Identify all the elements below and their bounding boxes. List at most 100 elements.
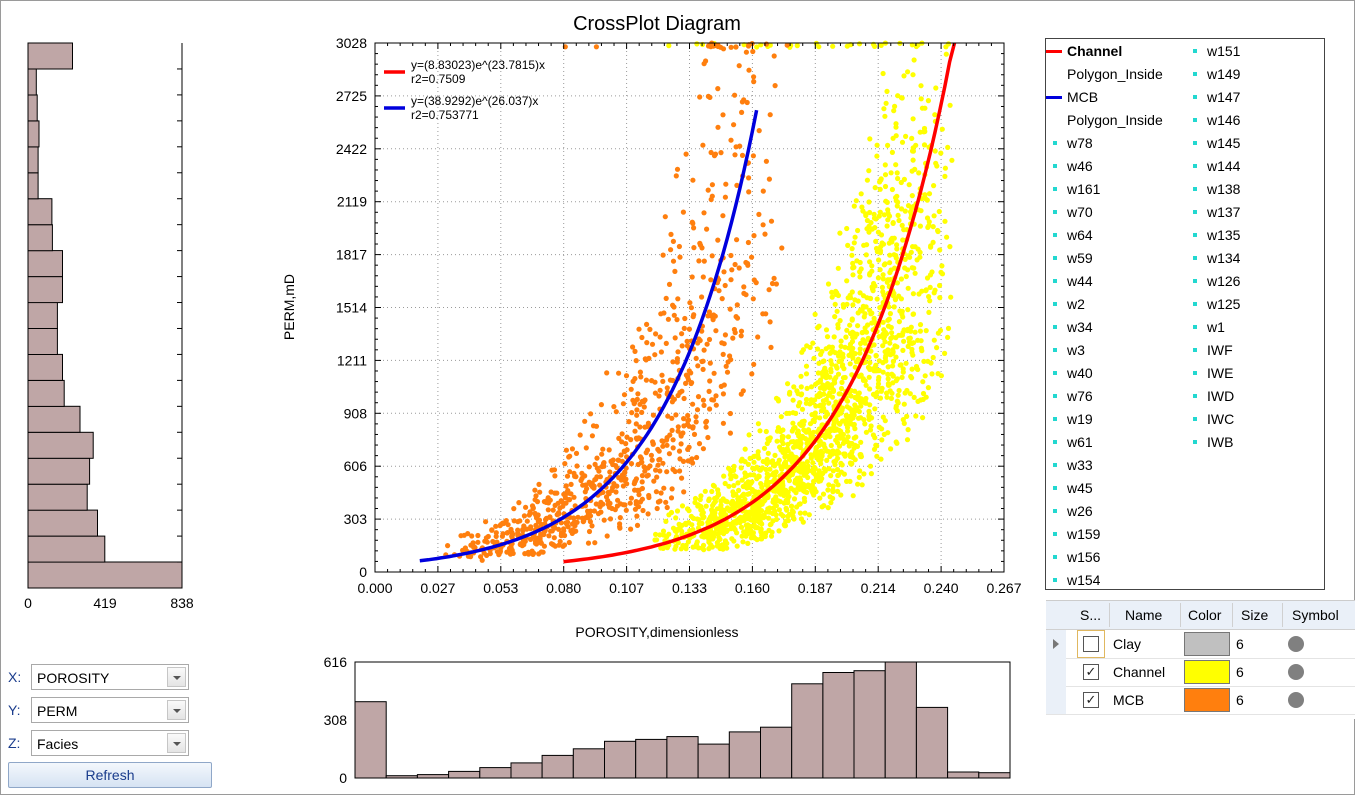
scatter-point-mcb: [627, 500, 633, 506]
facies-size[interactable]: 6: [1236, 692, 1244, 708]
scatter-point-channel: [872, 225, 878, 231]
legend-item-label: w78: [1067, 135, 1093, 151]
scatter-point-mcb: [746, 175, 752, 181]
scatter-point-channel: [742, 446, 748, 452]
scatter-point-channel: [815, 346, 821, 352]
scatter-point-channel: [896, 332, 902, 338]
scatter-point-mcb: [592, 477, 598, 483]
scatter-point-channel: [835, 488, 841, 494]
scatter-point-mcb: [633, 358, 639, 364]
scatter-point-channel: [863, 382, 869, 388]
facies-color-swatch[interactable]: [1184, 688, 1230, 712]
scatter-point-mcb: [760, 188, 766, 194]
table-row[interactable]: ✓ MCB 6: [1046, 686, 1355, 715]
scatter-point-mcb: [505, 530, 511, 536]
scatter-point-mcb: [660, 252, 666, 258]
scatter-point-mcb: [508, 526, 514, 532]
scatter-point-mcb: [589, 523, 595, 529]
scatter-point-channel: [776, 457, 782, 463]
scatter-point-channel: [811, 355, 817, 361]
scatter-point-mcb: [685, 412, 691, 419]
scatter-point-channel: [831, 334, 837, 340]
scatter-point-channel: [672, 546, 678, 552]
scatter-point-mcb: [712, 313, 718, 319]
chevron-down-icon[interactable]: [167, 667, 186, 687]
facies-color-swatch[interactable]: [1184, 632, 1230, 656]
scatter-point-channel: [657, 532, 663, 538]
scatter-point-channel: [838, 460, 844, 466]
col-header-name[interactable]: Name: [1125, 607, 1163, 623]
circle-symbol-icon[interactable]: [1288, 664, 1304, 680]
scatter-point-channel: [888, 335, 894, 341]
scatter-point-mcb: [598, 509, 604, 515]
porosity-hist-bar: [448, 770, 481, 779]
legend-item-label: IWF: [1207, 342, 1233, 358]
scatter-point-channel: [891, 304, 897, 310]
scatter-point-channel: [790, 420, 796, 426]
perm-hist-bar: [27, 379, 65, 407]
chevron-down-icon[interactable]: [167, 733, 186, 753]
scatter-point-channel: [894, 246, 900, 252]
facies-color-swatch[interactable]: [1184, 660, 1230, 684]
row-header[interactable]: [1046, 686, 1066, 714]
scatter-point-mcb: [674, 317, 680, 323]
scatter-point-channel: [868, 423, 874, 429]
scatter-point-channel: [825, 411, 831, 417]
scatter-point-channel: [852, 402, 858, 408]
scatter-point-channel: [890, 350, 896, 356]
scatter-point-channel: [877, 186, 883, 192]
y-variable-dropdown[interactable]: PERM: [31, 697, 189, 723]
fit-equation-legend: y=(8.83023)e^(23.7815)xr2=0.7509 y=(38.92…: [384, 58, 545, 122]
scatter-point-channel: [859, 482, 865, 488]
scatter-point-mcb: [585, 540, 592, 546]
row-header[interactable]: [1046, 658, 1066, 686]
z-variable-dropdown[interactable]: Facies: [31, 730, 189, 756]
scatter-point-channel: [862, 340, 868, 346]
scatter-point-channel: [805, 463, 811, 469]
table-row[interactable]: ✓ Channel 6: [1046, 658, 1355, 687]
scatter-point-channel: [825, 381, 831, 387]
scatter-point-mcb: [483, 519, 489, 525]
show-checkbox[interactable]: [1077, 630, 1105, 658]
scatter-point-channel: [738, 524, 745, 530]
facies-size[interactable]: 6: [1236, 664, 1244, 680]
show-checkbox[interactable]: ✓: [1083, 664, 1099, 680]
chevron-down-icon[interactable]: [167, 700, 186, 720]
scatter-point-mcb: [616, 435, 622, 441]
x-tick-label: 0.133: [672, 580, 707, 596]
scatter-point-mcb: [709, 182, 716, 188]
scatter-point-channel: [728, 476, 734, 482]
col-header-color[interactable]: Color: [1188, 607, 1222, 623]
col-header-symbol[interactable]: Symbol: [1292, 607, 1339, 623]
series-legend[interactable]: Channel Polygon_Inside MCB Polygon_Inside w7…: [1045, 38, 1325, 590]
scatter-point-channel: [879, 284, 886, 290]
show-checkbox[interactable]: ✓: [1083, 692, 1099, 708]
scatter-point-channel: [756, 473, 762, 480]
scatter-point-channel: [850, 355, 856, 361]
col-header-show[interactable]: S...: [1080, 607, 1102, 623]
scatter-point-channel: [817, 415, 823, 421]
scatter-point-mcb: [711, 153, 718, 159]
col-header-size[interactable]: Size: [1241, 607, 1269, 623]
circle-symbol-icon[interactable]: [1288, 636, 1304, 652]
scatter-point-mcb: [526, 551, 532, 557]
scatter-point-mcb: [694, 407, 701, 413]
circle-symbol-icon[interactable]: [1288, 692, 1304, 708]
legend-dot-swatch: [1053, 532, 1057, 536]
scatter-point-channel: [882, 355, 889, 361]
scatter-point-mcb: [760, 222, 766, 228]
scatter-point-mcb: [746, 189, 752, 195]
scatter-point-channel: [934, 345, 940, 351]
scatter-point-channel: [803, 396, 810, 403]
x-variable-dropdown[interactable]: POROSITY: [31, 664, 189, 690]
scatter-point-channel: [838, 338, 844, 344]
legend-item-label: Polygon_Inside: [1067, 112, 1163, 128]
legend-dot-swatch: [1193, 95, 1197, 99]
scatter-point-channel: [829, 394, 836, 400]
facies-size[interactable]: 6: [1236, 636, 1244, 652]
table-row[interactable]: Clay 6: [1046, 630, 1355, 659]
scatter-point-mcb: [768, 344, 774, 350]
refresh-button[interactable]: Refresh: [8, 762, 212, 788]
scatter-point-mcb: [493, 530, 499, 536]
legend-item-label: IWE: [1207, 365, 1234, 381]
